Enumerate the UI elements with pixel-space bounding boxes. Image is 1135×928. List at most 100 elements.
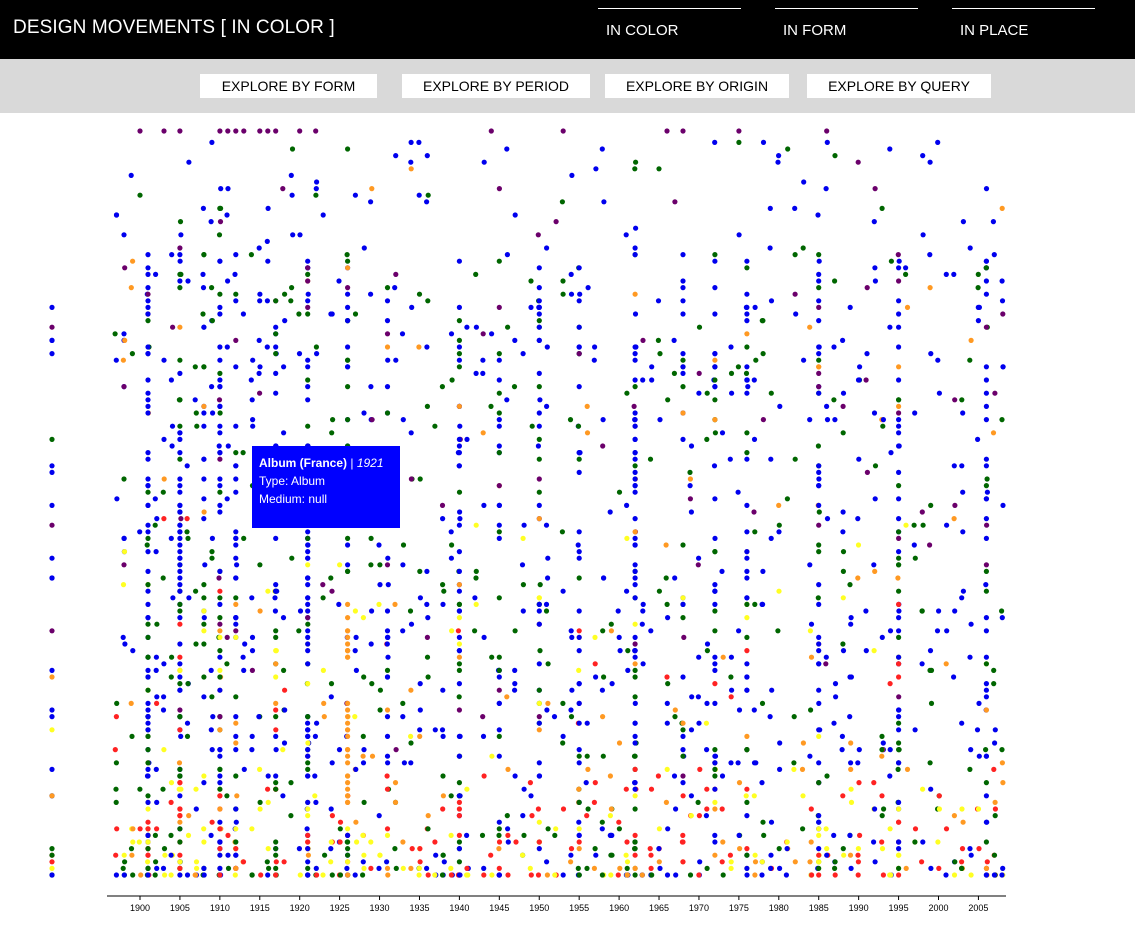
data-point-green: [912, 839, 918, 845]
data-point-purple: [536, 714, 542, 720]
data-point-green: [496, 410, 502, 416]
data-point-orange: [712, 852, 718, 858]
data-point-blue: [751, 377, 757, 383]
explore-by-origin-button[interactable]: EXPLORE BY ORIGIN: [605, 74, 789, 98]
data-point-red: [719, 806, 725, 812]
data-point-blue: [305, 364, 311, 370]
data-point-orange: [273, 700, 279, 707]
data-point-blue: [233, 542, 239, 548]
data-point-orange: [624, 872, 631, 878]
data-point-blue: [177, 661, 183, 667]
data-point-blue: [225, 278, 231, 284]
data-point-blue: [990, 219, 997, 225]
data-point-red: [624, 839, 630, 845]
data-point-green: [744, 601, 750, 607]
data-point-yellow: [328, 839, 334, 845]
data-point-orange: [504, 694, 510, 700]
data-point-blue: [960, 529, 966, 535]
data-point-orange: [927, 285, 933, 291]
data-point-green: [345, 852, 351, 858]
data-point-green: [680, 357, 686, 363]
data-point-green: [257, 799, 263, 806]
data-point-blue: [816, 390, 822, 396]
data-point-green: [585, 806, 591, 812]
data-point-blue: [759, 872, 765, 878]
data-point-blue: [632, 357, 638, 363]
data-point-yellow: [162, 872, 168, 878]
explore-by-period-button[interactable]: EXPLORE BY PERIOD: [402, 74, 590, 98]
data-point-red: [576, 839, 582, 845]
data-point-green: [919, 608, 925, 614]
data-point-orange: [345, 641, 351, 647]
data-point-blue: [384, 753, 391, 759]
data-point-blue: [224, 344, 230, 350]
data-point-blue: [727, 456, 733, 462]
tab-in-form[interactable]: IN FORM: [775, 8, 918, 48]
data-point-orange: [847, 852, 854, 858]
data-point-orange: [128, 700, 134, 707]
data-point-blue: [632, 648, 638, 654]
data-point-red: [576, 628, 582, 634]
data-point-blue: [544, 344, 550, 350]
data-point-blue: [521, 522, 527, 528]
data-point-blue: [496, 535, 502, 541]
data-point-green: [888, 258, 895, 264]
data-point-blue: [264, 238, 270, 244]
data-point-green: [927, 760, 933, 766]
data-point-red: [623, 786, 629, 792]
data-point-blue: [896, 469, 902, 475]
data-point-yellow: [201, 826, 207, 832]
data-point-yellow: [121, 549, 128, 555]
data-point-green: [496, 595, 502, 601]
data-point-blue: [777, 740, 783, 746]
data-point-blue: [345, 304, 351, 310]
data-point-green: [122, 859, 128, 865]
explore-by-form-button[interactable]: EXPLORE BY FORM: [200, 74, 377, 98]
data-point-red: [417, 859, 423, 865]
explore-by-query-button[interactable]: EXPLORE BY QUERY: [807, 74, 991, 98]
data-point-green: [177, 681, 183, 687]
data-point-red: [871, 780, 877, 786]
data-point-blue: [145, 344, 151, 350]
data-point-blue: [951, 674, 957, 680]
tab-in-place[interactable]: IN PLACE: [952, 8, 1095, 48]
data-point-green: [177, 219, 184, 225]
data-point-blue: [217, 747, 223, 753]
data-point-blue: [472, 595, 478, 601]
data-point-blue: [816, 700, 822, 707]
data-point-blue: [400, 417, 406, 423]
data-point-blue: [217, 819, 223, 825]
data-point-green: [192, 364, 198, 370]
data-point-green: [129, 733, 135, 740]
data-point-blue: [704, 641, 711, 647]
data-point-orange: [983, 707, 990, 713]
data-point-blue: [744, 661, 750, 667]
data-point-blue: [999, 872, 1005, 878]
data-point-orange: [585, 766, 591, 773]
data-point-red: [616, 819, 622, 825]
data-point-red: [209, 819, 215, 825]
data-point-blue: [209, 384, 215, 390]
data-point-blue: [49, 575, 55, 581]
data-point-blue: [632, 436, 638, 442]
x-tick-label: 1910: [210, 903, 230, 913]
data-point-yellow: [888, 872, 894, 878]
data-point-red: [456, 799, 462, 806]
data-point-blue: [680, 747, 686, 753]
data-point-green: [377, 707, 383, 713]
data-point-blue: [201, 615, 207, 621]
data-point-blue: [983, 793, 990, 799]
data-point-blue: [816, 476, 822, 482]
data-point-blue: [976, 753, 982, 759]
data-point-green: [608, 852, 614, 858]
data-point-green: [177, 839, 183, 845]
data-point-green: [177, 357, 183, 363]
data-point-green: [680, 615, 686, 621]
data-point-red: [337, 839, 343, 845]
data-point-orange: [369, 753, 376, 759]
tab-in-color[interactable]: IN COLOR: [598, 8, 741, 48]
data-point-red: [455, 628, 461, 634]
data-point-orange: [217, 806, 223, 812]
data-point-blue: [936, 390, 943, 396]
data-point-green: [983, 780, 990, 786]
